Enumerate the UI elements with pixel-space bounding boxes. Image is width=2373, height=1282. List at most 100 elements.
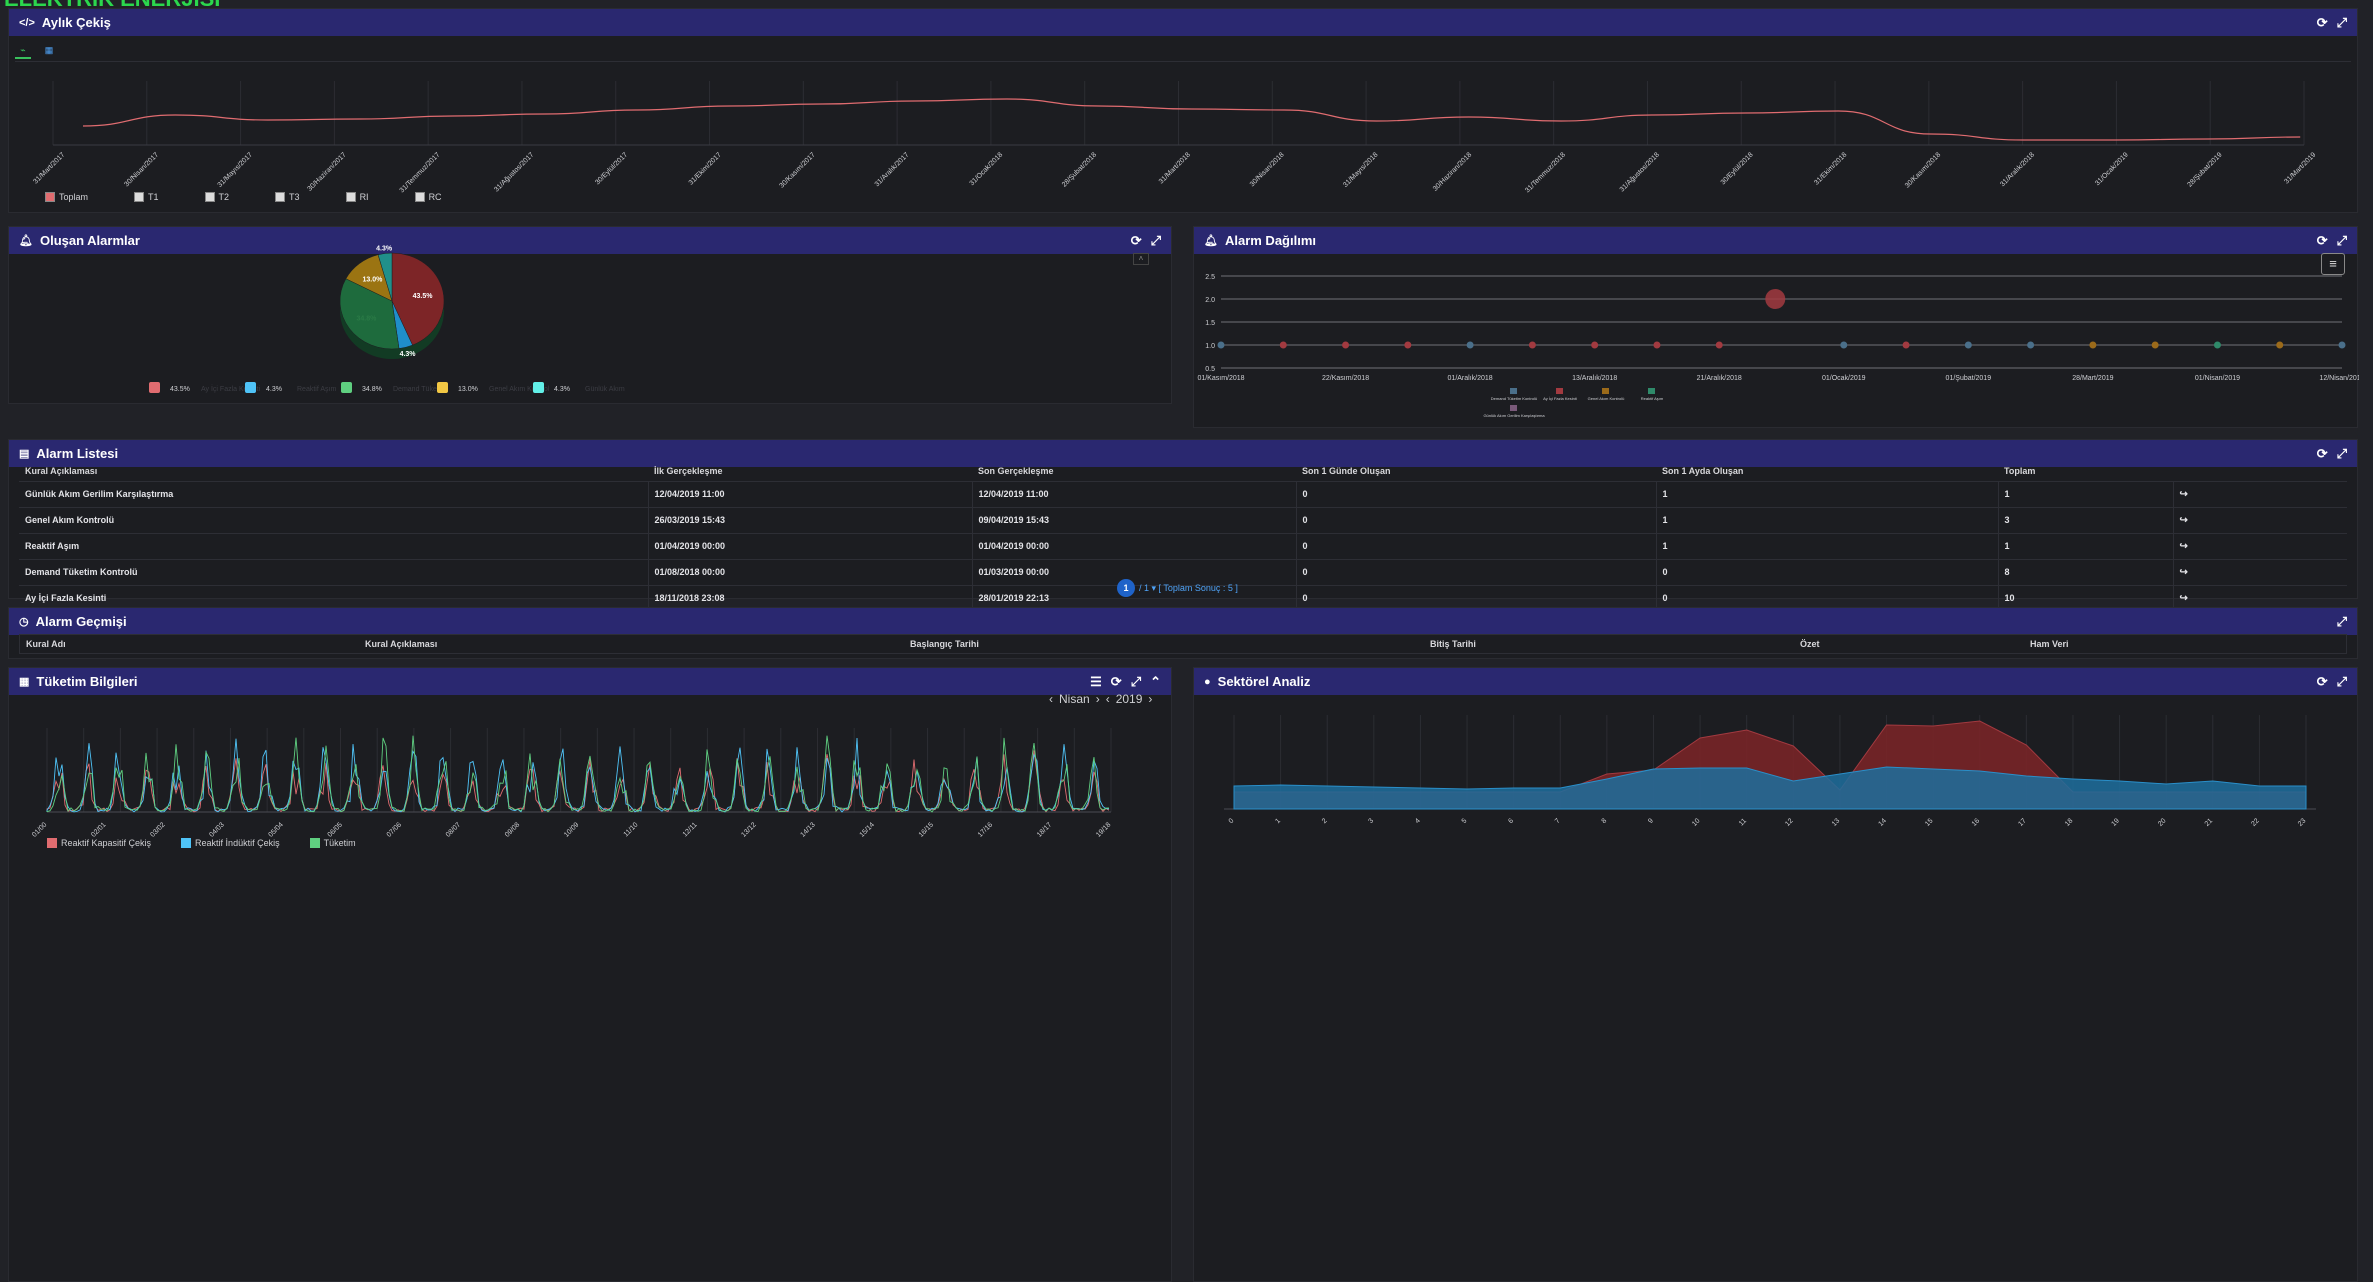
share-icon[interactable]: ↪: [2172, 506, 2347, 533]
x-tick-label: 09/08: [504, 821, 521, 838]
pie-menu-button[interactable]: ˄: [1133, 253, 1149, 265]
column-header[interactable]: Son Gerçekleşme: [972, 462, 1296, 482]
refresh-icon[interactable]: ⟳: [2316, 445, 2328, 461]
column-header[interactable]: Son 1 Ayda Oluşan: [1656, 462, 1998, 482]
expand-icon[interactable]: ⤢: [2336, 445, 2347, 461]
data-point: [2151, 341, 2159, 349]
table-cell: 01/08/2018 00:00: [647, 558, 972, 585]
list-icon[interactable]: ☰: [1090, 673, 1102, 689]
column-header[interactable]: Son 1 Günde Oluşan: [1296, 462, 1656, 482]
prev-month-icon[interactable]: ‹: [1049, 692, 1053, 706]
column-header[interactable]: Toplam: [1998, 462, 2173, 482]
legend-item[interactable]: RI: [345, 192, 369, 202]
page-info[interactable]: / 1 ▾ [ Toplam Sonuç : 5 ]: [1139, 582, 1238, 593]
year-value[interactable]: 2019: [1115, 692, 1143, 706]
legend-label: Günlük Akım Gerilim Karşılaştırma: [1483, 413, 1545, 418]
column-header[interactable]: Başlangıç Tarihi: [910, 639, 979, 649]
x-tick-label: 31/Mayıs/2017: [217, 151, 254, 188]
next-year-icon[interactable]: ›: [1148, 692, 1153, 706]
refresh-icon[interactable]: ⟳: [2316, 232, 2328, 248]
monthly-chart: 31/Mart/2017 30/Nisan/2017 31/Mayıs/2017 30…: [32, 81, 2317, 194]
history-table-header: Kural Adı Kural Açıklaması Başlangıç Tarih…: [19, 634, 2347, 654]
pie-data-label: 4.3%: [376, 246, 393, 253]
legend-item[interactable]: T1: [134, 192, 159, 202]
legend-item[interactable]: T3: [275, 192, 300, 202]
x-tick-label: 31/Mart/2017: [32, 151, 66, 185]
x-tick-label: 30/Eylül/2018: [1720, 151, 1755, 186]
column-header[interactable]: Kural Açıklaması: [365, 639, 438, 649]
x-tick-label: 30/Kasım/2018: [1904, 151, 1942, 189]
legend-item[interactable]: Tüketim: [309, 838, 356, 848]
x-tick-label: 11/10: [623, 821, 640, 838]
legend-item[interactable]: RC: [414, 192, 442, 202]
column-header[interactable]: Ham Veri: [2030, 639, 2069, 649]
table-cell: 0: [1295, 506, 1656, 533]
next-month-icon[interactable]: ›: [1095, 692, 1100, 706]
table-row[interactable]: Reaktif Aşım 01/04/2019 00:00 01/04/2019 0…: [19, 532, 2347, 559]
data-point: [1840, 341, 1848, 349]
legend-label: Toplam: [59, 192, 89, 202]
table-cell: 09/04/2019 15:43: [971, 506, 1296, 533]
table-tab[interactable]: ▦: [44, 45, 54, 55]
refresh-icon[interactable]: ⟳: [1110, 673, 1122, 689]
x-tick-label: 31/Ocak/2018: [969, 151, 1005, 187]
x-tick-label: 28/Şubat/2018: [1061, 151, 1098, 188]
y-tick-label: 1.0: [1205, 343, 1215, 350]
expand-icon[interactable]: ⤢: [2336, 14, 2347, 30]
column-header[interactable]: Kural Adı: [26, 639, 66, 649]
clock-icon: ◷: [19, 616, 29, 628]
legend-item[interactable]: Reaktif İndüktif Çekiş: [181, 838, 280, 848]
x-tick-label: 30/Kasım/2017: [778, 151, 816, 189]
share-icon[interactable]: ↪: [2172, 480, 2347, 507]
share-icon[interactable]: ↪: [2172, 584, 2347, 611]
legend-item[interactable]: Reaktif Kapasitif Çekiş: [47, 838, 151, 848]
legend-item[interactable]: Toplam: [45, 192, 88, 202]
expand-icon[interactable]: ⤢: [1130, 673, 1142, 689]
column-header[interactable]: Özet: [1800, 639, 1820, 649]
table-cell: Günlük Akım Gerilim Karşılaştırma: [19, 480, 648, 507]
table-cell: 0: [1655, 584, 1998, 611]
legend-item[interactable]: T2: [204, 192, 229, 202]
table-cell: 3: [1997, 506, 2173, 533]
collapse-icon[interactable]: ⌃: [1150, 673, 1161, 689]
x-tick-label: 13: [1831, 817, 1842, 828]
legend-swatch: [134, 192, 145, 202]
expand-icon[interactable]: ⤢: [2336, 613, 2347, 629]
expand-icon[interactable]: ⤢: [1150, 232, 1161, 248]
refresh-icon[interactable]: ⟳: [2316, 14, 2328, 30]
table-row[interactable]: Günlük Akım Gerilim Karşılaştırma 12/04/2…: [19, 480, 2347, 507]
table-row[interactable]: Ay İçi Fazla Kesinti 18/11/2018 23:08 28/0…: [19, 584, 2347, 611]
prev-year-icon[interactable]: ‹: [1105, 692, 1110, 706]
legend-value: 13.0%: [458, 386, 478, 393]
expand-icon[interactable]: ⤢: [2336, 673, 2347, 689]
month-value[interactable]: Nisan: [1059, 692, 1090, 706]
series-line-toplam: [82, 98, 2301, 141]
data-point-large: [1765, 289, 1786, 309]
panel-title: Oluşan Alarmlar: [39, 233, 140, 248]
pagination: 1 / 1 ▾ [ Toplam Sonuç : 5 ]: [1117, 579, 1238, 597]
x-tick-label: 1: [1274, 817, 1282, 825]
expand-icon[interactable]: ⤢: [2336, 232, 2347, 248]
pie-data-label: 43.5%: [413, 293, 434, 300]
legend-label: Günlük Akım: [585, 386, 625, 393]
column-header[interactable]: Kural Açıklaması: [19, 462, 648, 482]
refresh-icon[interactable]: ⟳: [2316, 673, 2328, 689]
chart-tab[interactable]: ⌁: [15, 45, 31, 59]
table-cell: 0: [1295, 558, 1656, 585]
column-header[interactable]: İlk Gerçekleşme: [648, 462, 972, 482]
column-header[interactable]: Bitiş Tarihi: [1430, 639, 1476, 649]
legend-swatch: [341, 382, 352, 393]
table-row[interactable]: Genel Akım Kontrolü 26/03/2019 15:43 09/04…: [19, 506, 2347, 533]
legend-swatch: [181, 838, 192, 848]
alarm-distribution-chart: 2.5 2.0 1.5 1.0 0.5 01/Kasım/2018 22/Kasım/201…: [1197, 274, 2359, 418]
refresh-icon[interactable]: ⟳: [1130, 232, 1142, 248]
x-tick-label: 10: [1691, 817, 1702, 828]
table-row[interactable]: Demand Tüketim Kontrolü 01/08/2018 00:00 0…: [19, 558, 2347, 585]
table-cell: 1: [1997, 532, 2173, 559]
x-tick-label: 5: [1461, 817, 1469, 825]
page-button-1[interactable]: 1: [1117, 579, 1135, 597]
share-icon[interactable]: ↪: [2172, 532, 2347, 559]
share-icon[interactable]: ↪: [2172, 558, 2347, 585]
legend-label: Reaktif Aşım: [1641, 396, 1664, 401]
chart-menu-button[interactable]: ≡: [2321, 253, 2345, 275]
